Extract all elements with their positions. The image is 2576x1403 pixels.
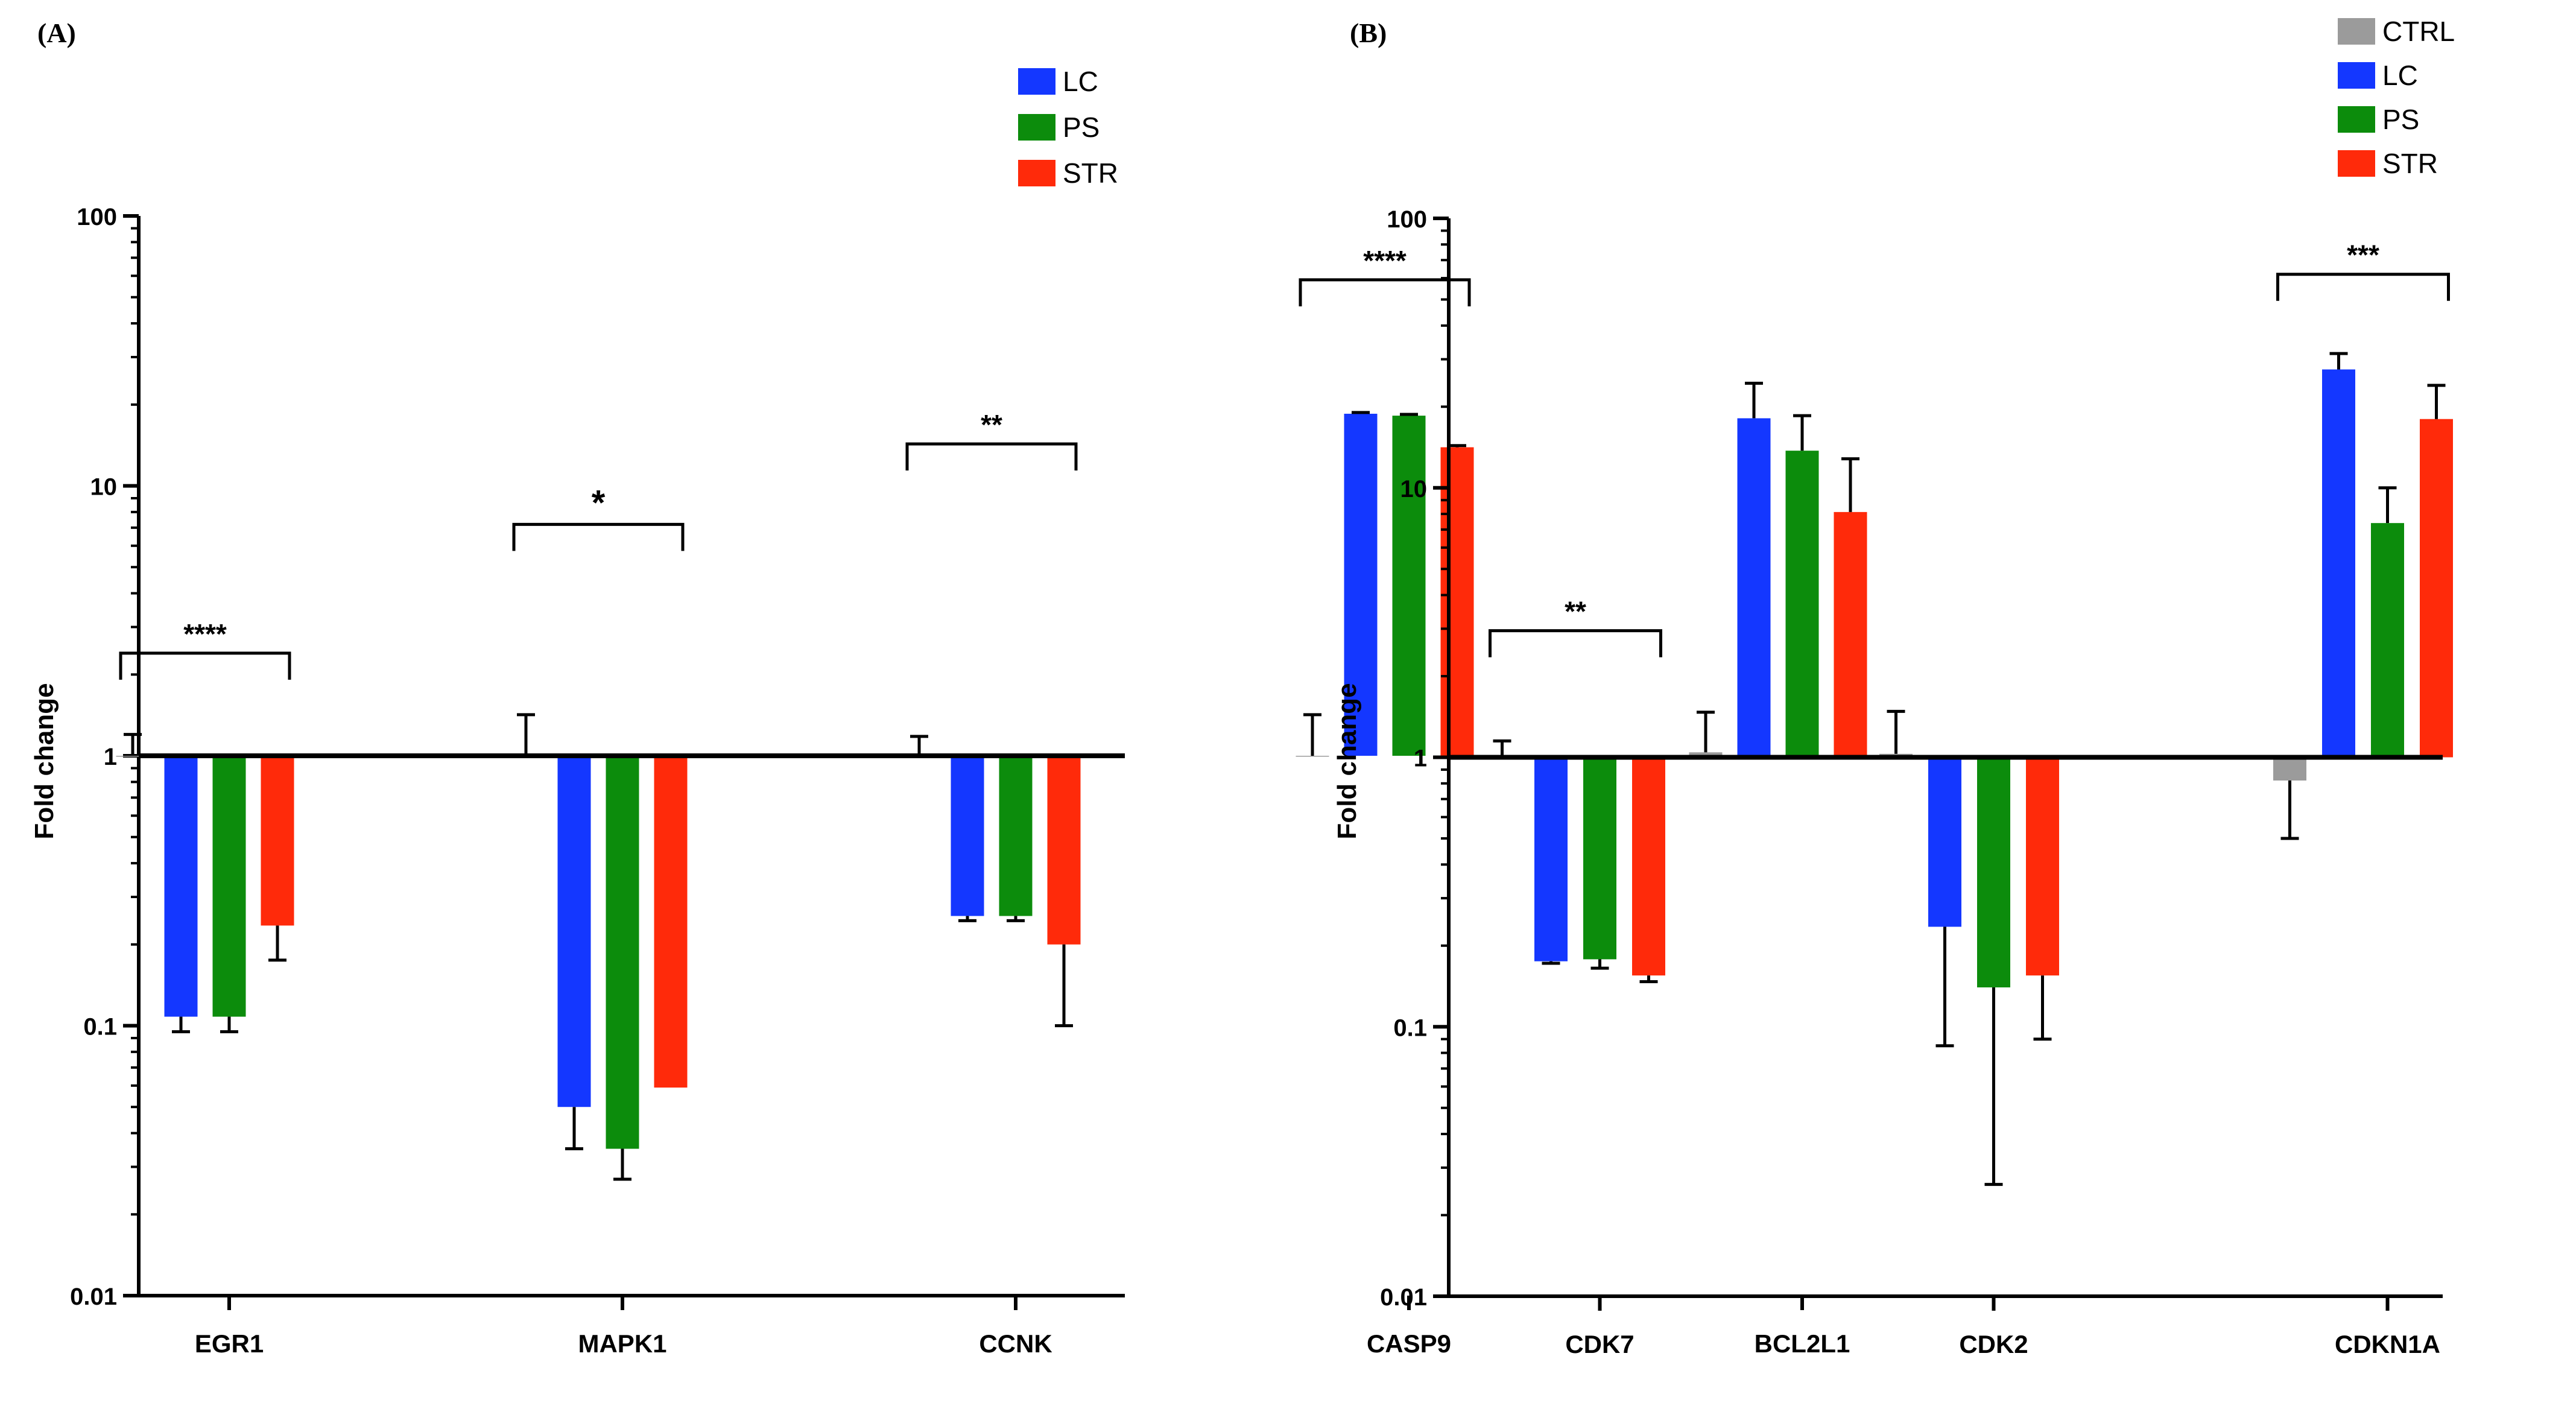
- bar-str-egr1: [261, 756, 294, 926]
- legend-label-ps: PS: [2382, 104, 2419, 135]
- bar-ctrl-egr1: [116, 756, 150, 757]
- bar-str-cdk2: [2026, 757, 2059, 976]
- legend-label-lc: LC: [1063, 66, 1098, 97]
- x-category-label: MAPK1: [578, 1329, 666, 1358]
- bar-str-cdk7: [1632, 757, 1665, 976]
- bar-ctrl-casp9: [1296, 756, 1329, 757]
- significance-label: **: [981, 409, 1002, 440]
- bar-lc-cdk7: [1534, 757, 1568, 961]
- legend-label-str: STR: [1063, 157, 1118, 189]
- bar-ps-cdk2: [1977, 757, 2010, 987]
- panel-b-label: (B): [1350, 17, 1387, 48]
- y-tick-label: 10: [90, 474, 118, 501]
- y-tick-label: 0.1: [1393, 1015, 1427, 1041]
- x-category-label: BCL2L1: [1755, 1329, 1850, 1358]
- legend-swatch-ctrl: [2338, 18, 2375, 45]
- legend-label-ctrl: CTRL: [2382, 16, 2455, 47]
- y-tick-label: 1: [1414, 746, 1427, 772]
- significance-label: *: [592, 483, 606, 522]
- legend-swatch-str: [2338, 150, 2375, 177]
- legend-swatch-lc: [2338, 62, 2375, 89]
- bar-str-ccnk: [1047, 756, 1081, 945]
- bar-ps-egr1: [212, 756, 246, 1017]
- bar-str-bcl2l1: [1834, 511, 1867, 756]
- significance-label: ****: [183, 618, 227, 650]
- bar-ctrl-cdkn1a: [2273, 757, 2306, 781]
- panel-a-label: (A): [37, 17, 76, 48]
- bar-lc-cdkn1a: [2322, 369, 2355, 758]
- x-category-label: CDK2: [1959, 1330, 2028, 1358]
- significance-bracket: [119, 651, 291, 680]
- y-tick-label: 1: [104, 744, 117, 770]
- bar-lc-casp9: [1344, 413, 1378, 756]
- bar-str-cdkn1a: [2420, 419, 2453, 758]
- bar-lc-egr1: [164, 756, 198, 1017]
- y-tick-label: 0.01: [1380, 1284, 1427, 1311]
- significance-label: ****: [1363, 245, 1407, 276]
- panel-a: (A) Fold change 0.01 0.1 1 10 100 EGR1 MAPK1 CC…: [30, 17, 1867, 1358]
- bar-str-mapk1: [654, 756, 688, 1088]
- y-tick-label: 100: [77, 204, 117, 230]
- bar-ps-cdk7: [1583, 757, 1616, 960]
- panel-a-ylabel: Fold change: [30, 683, 59, 839]
- x-category-label: CDK7: [1565, 1330, 1634, 1358]
- x-category-label: CCNK: [979, 1329, 1052, 1358]
- bar-ps-bcl2l1: [1785, 451, 1819, 756]
- panel-b: (B) Fold change 0.01 0.1 1 10 100 CDK7 CDK2 CDK…: [1332, 16, 2455, 1358]
- y-tick-label: 0.01: [70, 1284, 117, 1310]
- bar-lc-bcl2l1: [1737, 418, 1771, 756]
- legend-label-str: STR: [2382, 148, 2438, 179]
- legend-swatch-lc: [1018, 68, 1055, 95]
- x-category-label: EGR1: [195, 1329, 264, 1358]
- legend-swatch-ps: [1018, 114, 1055, 141]
- bar-lc-mapk1: [557, 756, 591, 1107]
- bar-ps-ccnk: [999, 756, 1033, 916]
- panel-b-ylabel: Fold change: [1332, 683, 1362, 839]
- bar-lc-cdk2: [1928, 757, 1961, 927]
- bar-ps-casp9: [1392, 416, 1426, 756]
- significance-bracket: [905, 442, 1078, 470]
- significance-bracket: [1299, 278, 1471, 306]
- significance-label: ***: [2347, 239, 2379, 271]
- bar-str-casp9: [1440, 447, 1474, 756]
- x-category-label: CASP9: [1367, 1329, 1451, 1358]
- significance-label: **: [1565, 596, 1586, 627]
- legend-swatch-ps: [2338, 106, 2375, 133]
- y-tick-label: 0.1: [83, 1014, 117, 1040]
- legend-swatch-str: [1018, 160, 1055, 186]
- significance-bracket: [2276, 273, 2450, 301]
- y-tick-label: 100: [1387, 206, 1427, 233]
- bar-ps-cdkn1a: [2371, 523, 2404, 758]
- bar-ps-mapk1: [606, 756, 639, 1149]
- y-tick-label: 10: [1400, 476, 1428, 502]
- legend-label-lc: LC: [2382, 60, 2418, 91]
- significance-bracket: [1489, 629, 1662, 657]
- significance-bracket: [512, 522, 685, 551]
- bar-lc-ccnk: [951, 756, 984, 916]
- x-category-label: CDKN1A: [2335, 1330, 2440, 1358]
- legend-label-ps: PS: [1063, 112, 1100, 143]
- bar-ctrl-bcl2l1: [1689, 752, 1723, 756]
